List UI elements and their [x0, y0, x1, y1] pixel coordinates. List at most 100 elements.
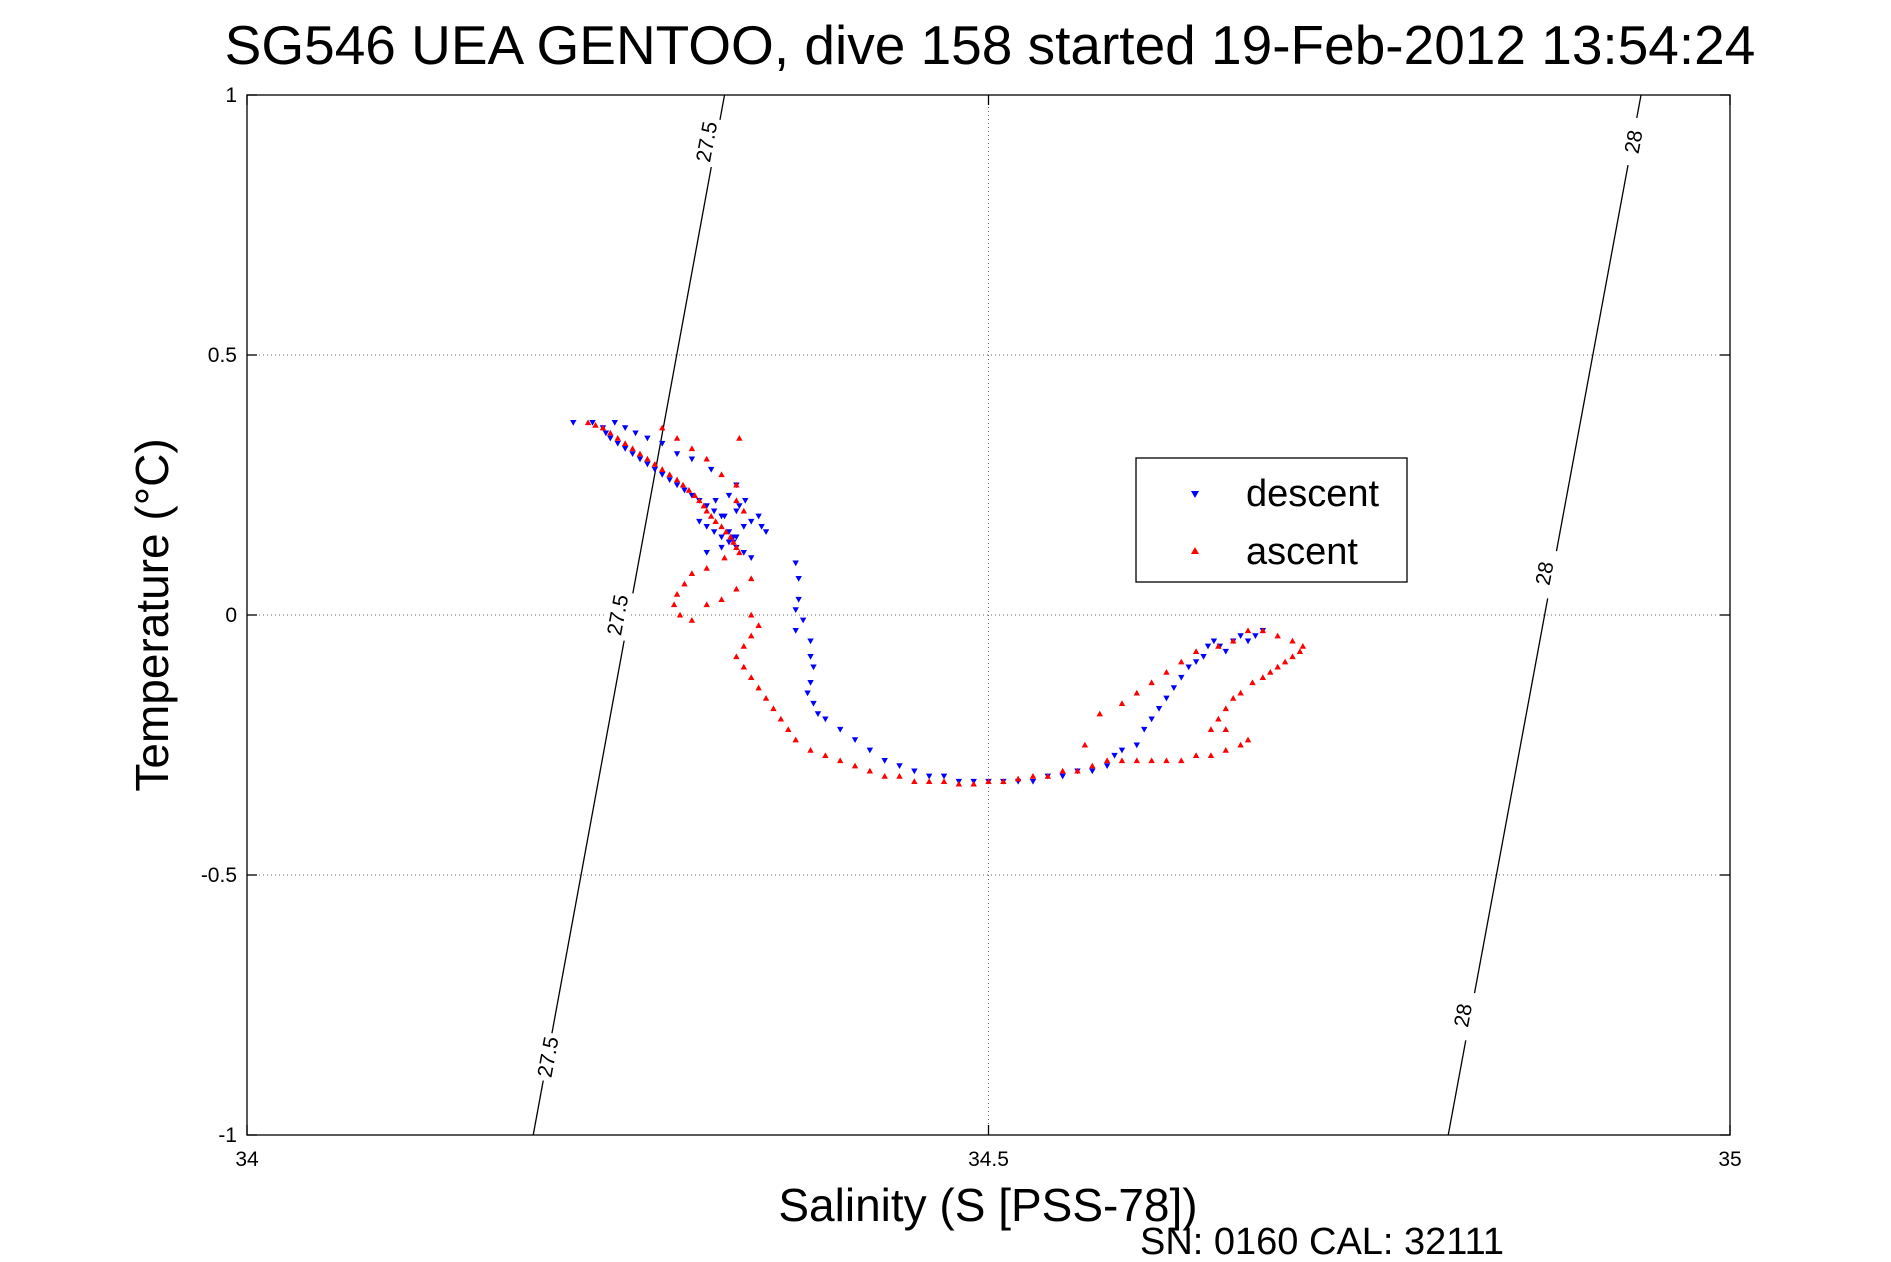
- ascent-point: [700, 502, 707, 509]
- ascent-point: [676, 611, 684, 618]
- descent-point: [1141, 726, 1148, 733]
- descent-point: [748, 555, 755, 561]
- ascent-point: [659, 424, 666, 431]
- ascent-point: [740, 663, 748, 670]
- ascent-point: [696, 497, 703, 504]
- ascent-point: [688, 617, 696, 623]
- ascent-point: [614, 435, 621, 441]
- ascent-point: [703, 455, 710, 462]
- descent-point: [742, 498, 749, 504]
- ascent-point: [651, 461, 659, 467]
- descent-point: [636, 456, 644, 463]
- ascent-point: [740, 643, 748, 649]
- descent-point: [710, 529, 718, 535]
- ascent-point: [1229, 695, 1237, 701]
- ascent-point: [1118, 757, 1126, 764]
- density-contour-label: 27.5: [600, 589, 635, 641]
- descent-point: [607, 435, 614, 442]
- ascent-point: [673, 591, 681, 597]
- ascent-point: [896, 773, 903, 779]
- ascent-point: [733, 653, 740, 660]
- descent-point: [621, 446, 629, 452]
- ascent-point: [1215, 643, 1222, 649]
- descent-point: [1244, 638, 1252, 645]
- ascent-point: [1229, 637, 1237, 644]
- ascent-point: [679, 481, 687, 488]
- descent-point: [589, 420, 596, 426]
- descent-point: [703, 524, 710, 530]
- descent-point: [725, 492, 733, 499]
- descent-point: [1155, 706, 1163, 712]
- ascent-point: [703, 507, 710, 514]
- descent-point: [810, 700, 817, 707]
- descent-point: [710, 508, 718, 515]
- ascent-point: [730, 539, 737, 545]
- ascent-point: [1133, 689, 1140, 696]
- ascent-point: [837, 757, 844, 764]
- descent-point: [736, 503, 743, 509]
- descent-point: [725, 529, 733, 535]
- descent-point: [703, 503, 710, 509]
- contour-label-background: [1527, 547, 1562, 600]
- contour-label-background: [530, 1031, 566, 1083]
- legend-box: [1135, 457, 1408, 583]
- ascent-point: [762, 695, 770, 701]
- ascent-point: [703, 601, 710, 608]
- descent-point: [837, 726, 844, 733]
- descent-point: [659, 472, 666, 478]
- ascent-point: [785, 726, 792, 732]
- ascent-point: [1192, 752, 1200, 758]
- descent-point: [795, 576, 802, 582]
- y-tick-label: 0.5: [208, 344, 237, 367]
- ascent-point: [1281, 658, 1289, 665]
- descent-point: [1178, 674, 1185, 681]
- descent-point: [1237, 633, 1244, 639]
- descent-point: [718, 534, 725, 541]
- ascent-point: [748, 674, 755, 680]
- ascent-point: [1259, 674, 1267, 680]
- ascent-point: [1192, 648, 1200, 654]
- descent-point: [807, 638, 814, 645]
- descent-point: [1252, 633, 1259, 639]
- descent-point: [644, 461, 651, 468]
- ascent-point: [770, 705, 777, 712]
- legend-marker-descent: [1191, 491, 1199, 498]
- descent-point: [799, 617, 807, 624]
- descent-point: [1210, 638, 1218, 645]
- y-tick-label: 1: [225, 84, 237, 107]
- data-series: [570, 419, 1307, 787]
- descent-point: [703, 550, 710, 556]
- descent-point: [602, 430, 610, 437]
- descent-point: [1185, 664, 1192, 671]
- descent-point: [795, 596, 802, 603]
- ascent-point: [985, 778, 992, 784]
- descent-point: [740, 524, 748, 530]
- descent-point: [730, 534, 737, 541]
- descent-point: [632, 430, 639, 437]
- descent-point: [707, 466, 715, 473]
- ascent-point: [584, 419, 592, 426]
- descent-point: [725, 539, 733, 546]
- ascent-point: [673, 476, 681, 483]
- descent-point: [621, 425, 629, 431]
- ascent-point: [748, 575, 755, 582]
- descent-point: [1133, 742, 1140, 749]
- ascent-point: [733, 585, 740, 592]
- contour-label-text: 28: [1450, 1002, 1477, 1029]
- ascent-point: [1289, 653, 1296, 660]
- ascent-point: [1096, 710, 1103, 717]
- ascent-point: [777, 715, 785, 722]
- ascent-point: [792, 736, 799, 743]
- ascent-point: [1222, 705, 1229, 712]
- ascent-point: [712, 518, 719, 524]
- ascent-point: [621, 440, 629, 446]
- series-ascent: [584, 419, 1307, 787]
- descent-point: [1029, 778, 1037, 785]
- density-contour-label: 28: [1527, 547, 1562, 600]
- ascent-point: [1133, 757, 1140, 764]
- ascent-point: [740, 507, 748, 514]
- contour-label-background: [1616, 115, 1651, 168]
- descent-point: [712, 498, 719, 504]
- descent-point: [866, 747, 874, 754]
